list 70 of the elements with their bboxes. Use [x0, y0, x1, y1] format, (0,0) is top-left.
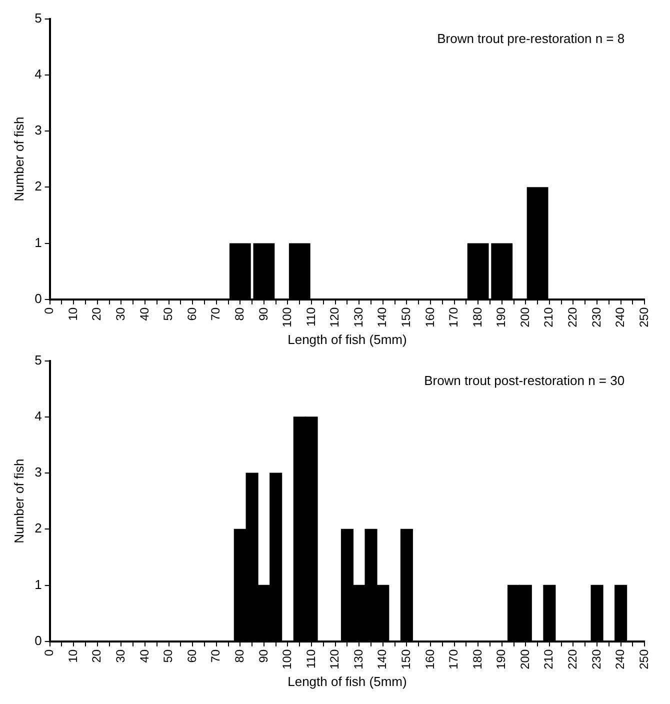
y-tick-label: 5 — [34, 10, 42, 26]
x-tick-label: 90 — [256, 307, 270, 321]
x-tick-label: 50 — [161, 307, 176, 321]
x-tick-label: 10 — [66, 649, 80, 663]
x-tick-label: 220 — [566, 307, 580, 328]
y-tick-label: 5 — [34, 352, 42, 368]
y-tick-label: 0 — [34, 290, 42, 306]
x-tick-label: 170 — [446, 307, 461, 328]
x-tick-label: 110 — [304, 307, 318, 327]
text: Brown trout post-restoration n = 30 — [424, 372, 625, 388]
y-tick-label: 1 — [34, 234, 42, 250]
x-tick-label: 50 — [161, 649, 176, 663]
y-tick-label: 3 — [34, 464, 42, 480]
x-tick-label: 70 — [208, 649, 223, 663]
x-tick-label: 0 — [42, 307, 56, 314]
x-tick-label: 30 — [114, 307, 128, 321]
text: Brown trout pre-restoration n = 8 — [437, 30, 625, 46]
x-tick-label: 0 — [42, 649, 56, 656]
x-tick-label: 250 — [636, 649, 651, 670]
x-tick-label: 140 — [375, 307, 390, 328]
x-tick-label: 40 — [137, 307, 152, 321]
y-tick-label: 2 — [34, 520, 42, 536]
y-tick-label: 0 — [34, 632, 42, 648]
x-tick-label: 230 — [589, 307, 604, 328]
x-tick-label: 180 — [470, 307, 484, 328]
x-tick-label: 240 — [613, 649, 628, 670]
x-tick-label: 210 — [542, 307, 556, 328]
x-tick-label: 200 — [518, 307, 532, 328]
x-tick-label: 150 — [399, 307, 414, 328]
y-tick-label: 2 — [34, 178, 42, 194]
x-tick-label: 210 — [542, 649, 556, 670]
y-axis-title: Number of fish — [11, 458, 26, 544]
y-tick-label: 4 — [34, 408, 42, 424]
x-tick-label: 60 — [184, 649, 199, 663]
x-tick-label: 100 — [280, 307, 294, 328]
x-tick-label: 160 — [422, 649, 437, 670]
x-tick-label: 10 — [66, 307, 80, 321]
x-tick-label: 30 — [114, 649, 128, 663]
y-axis-title: Number of fish — [11, 116, 26, 202]
x-tick-label: 150 — [399, 649, 414, 670]
x-tick-label: 120 — [328, 649, 342, 670]
x-axis-title: Length of fish (5mm) — [288, 332, 407, 347]
x-tick-label: 200 — [518, 649, 532, 670]
x-tick-label: 110 — [304, 649, 318, 669]
x-tick-label: 80 — [232, 307, 246, 321]
y-tick-label: 4 — [34, 66, 42, 82]
x-tick-label: 220 — [566, 649, 580, 670]
x-tick-label: 130 — [351, 649, 366, 670]
x-tick-label: 60 — [184, 307, 199, 321]
x-tick-label: 80 — [232, 649, 246, 663]
x-tick-label: 180 — [470, 649, 484, 670]
x-tick-label: 90 — [256, 649, 270, 663]
x-tick-label: 40 — [137, 649, 152, 663]
x-tick-label: 120 — [328, 307, 342, 328]
x-tick-label: 20 — [90, 307, 104, 321]
x-tick-label: 230 — [589, 649, 604, 670]
x-tick-label: 130 — [351, 307, 366, 328]
y-tick-label: 3 — [34, 122, 42, 138]
x-tick-label: 20 — [90, 649, 104, 663]
x-tick-label: 160 — [422, 307, 437, 328]
x-tick-label: 140 — [375, 649, 390, 670]
x-tick-label: 100 — [280, 649, 294, 670]
x-tick-label: 190 — [494, 307, 508, 328]
x-tick-label: 70 — [208, 307, 223, 321]
x-tick-label: 190 — [494, 649, 508, 670]
x-tick-label: 240 — [613, 307, 628, 328]
x-axis-title: Length of fish (5mm) — [288, 674, 407, 689]
x-tick-label: 250 — [636, 307, 651, 328]
x-tick-label: 170 — [446, 649, 461, 670]
y-tick-label: 1 — [34, 576, 42, 592]
